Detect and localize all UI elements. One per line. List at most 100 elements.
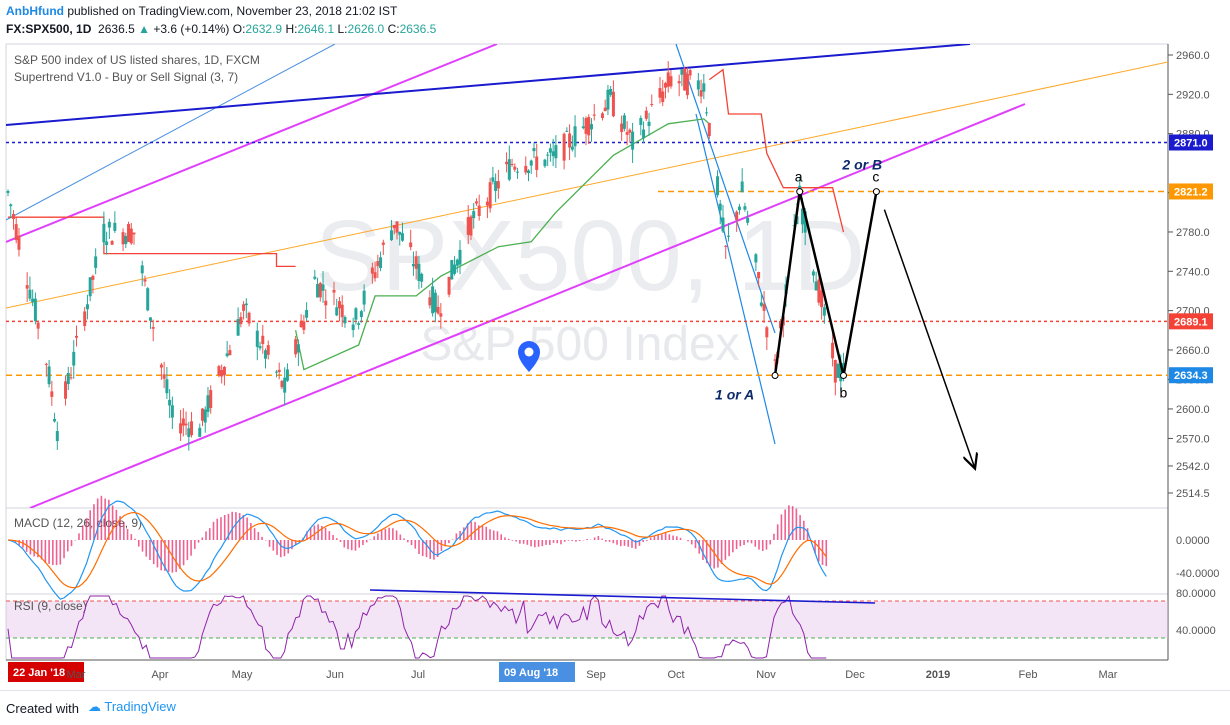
candle-body [746,217,750,223]
candle-body [620,123,624,132]
author-name[interactable]: AnbHfund [6,4,64,18]
candle-body [105,241,109,246]
candle-body [72,351,76,366]
candle-body [642,129,646,139]
candle-body [800,208,804,225]
candle-body [631,131,635,150]
x-tick-label: Mar [67,669,86,681]
price-chart[interactable]: SPX500, 1D S&P 500 Index S&P 500 index o… [0,0,1230,690]
candle-body [817,279,821,303]
candle-body [428,297,432,306]
drawings-layer [6,44,1168,508]
candle-body [28,289,32,299]
candle-body [228,350,232,356]
candle-body [839,364,843,382]
candle-body [622,115,626,129]
candle-body [236,319,240,336]
candle-body [370,267,374,274]
candle-body [757,272,761,279]
candle-body [181,418,185,426]
candle-body [296,344,300,353]
wave-label: b [840,385,848,401]
y-tick-label: 2740.0 [1176,266,1210,278]
candles-layer [6,61,846,451]
x-tick-label: Jun [326,669,344,681]
wave-count: a b c 1 or A 2 or B [518,157,975,469]
candle-body [450,260,454,280]
candle-body [581,126,585,129]
candle-body [17,235,21,250]
candle-body [220,370,224,377]
candle-body [184,423,188,426]
candle-body [726,235,730,237]
candle-body [36,322,40,329]
published-text: published on TradingView.com, November 2… [63,4,398,18]
x-tick-label: Sep [586,669,606,681]
candle-body [143,279,147,282]
wave-point[interactable] [840,372,848,380]
candle-body [381,242,385,245]
candle-body [242,304,246,311]
y-tick-label: 2660.0 [1176,345,1210,357]
candle-body [743,206,747,210]
candle-body [836,363,840,378]
channel-upper-line[interactable] [6,44,498,243]
candle-body [247,312,251,324]
candle-body [417,263,421,281]
candle-body [132,232,136,235]
wave-point[interactable] [771,372,779,380]
candle-body [551,151,555,157]
tradingview-logo[interactable]: ☁ TradingView [88,699,176,715]
candle-body [477,205,481,216]
candle-body [148,317,152,321]
x-tick-label: Mar [1099,669,1118,681]
x-tick-label: 22 Jan '18 [13,667,65,679]
y-tick-label: 2570.0 [1176,433,1210,445]
candle-body [74,335,78,338]
blue-resistance-line[interactable] [6,44,971,126]
open-label: O: [232,22,246,36]
rsi-tick-1: 40.0000 [1176,625,1216,637]
candle-body [814,281,818,291]
projection-arrow[interactable] [883,209,975,469]
candle-body [409,242,413,248]
candle-body [573,126,577,147]
candle-body [696,80,700,90]
cloud-icon: ☁ [88,699,101,714]
candle-body [532,148,536,152]
candle-body [121,232,125,245]
wave-path[interactable] [773,191,878,376]
candle-body [373,272,377,279]
y-tick-label: 2600.0 [1176,404,1210,416]
footer-bar: Created with ☁ TradingView [0,690,1230,725]
wave-point[interactable] [872,188,880,196]
candle-body [447,276,451,295]
steep-channel-lower[interactable] [695,113,776,445]
candle-body [33,298,37,322]
candle-body [170,405,174,418]
candle-body [47,366,51,385]
candle-body [669,76,673,87]
candle-body [822,307,826,316]
candle-body [91,275,95,280]
candle-body [570,146,574,150]
channel-lower-line[interactable] [29,103,1026,508]
supertrend-segment [8,216,296,268]
price-labels: 2871.0 2821.2 2689.1 2634.3 [1169,134,1213,384]
candle-body [187,428,191,438]
candle-body [414,256,418,269]
location-pin-icon[interactable] [518,341,540,372]
wave-point[interactable] [796,188,804,196]
y-tick-label: 2960.0 [1176,50,1210,62]
thin-trendline[interactable] [6,44,336,221]
rsi-tick-0: 80.0000 [1176,588,1216,600]
candle-body [9,204,13,207]
candle-body [811,271,815,276]
candle-body [400,233,404,241]
orange-trendline[interactable] [6,61,1168,309]
rsi-divergence-line[interactable] [369,589,876,604]
symbol-label: FX:SPX500, 1D [6,22,92,36]
candle-body [376,261,380,267]
x-tick-label: Feb [1019,669,1038,681]
candle-body [833,359,837,383]
